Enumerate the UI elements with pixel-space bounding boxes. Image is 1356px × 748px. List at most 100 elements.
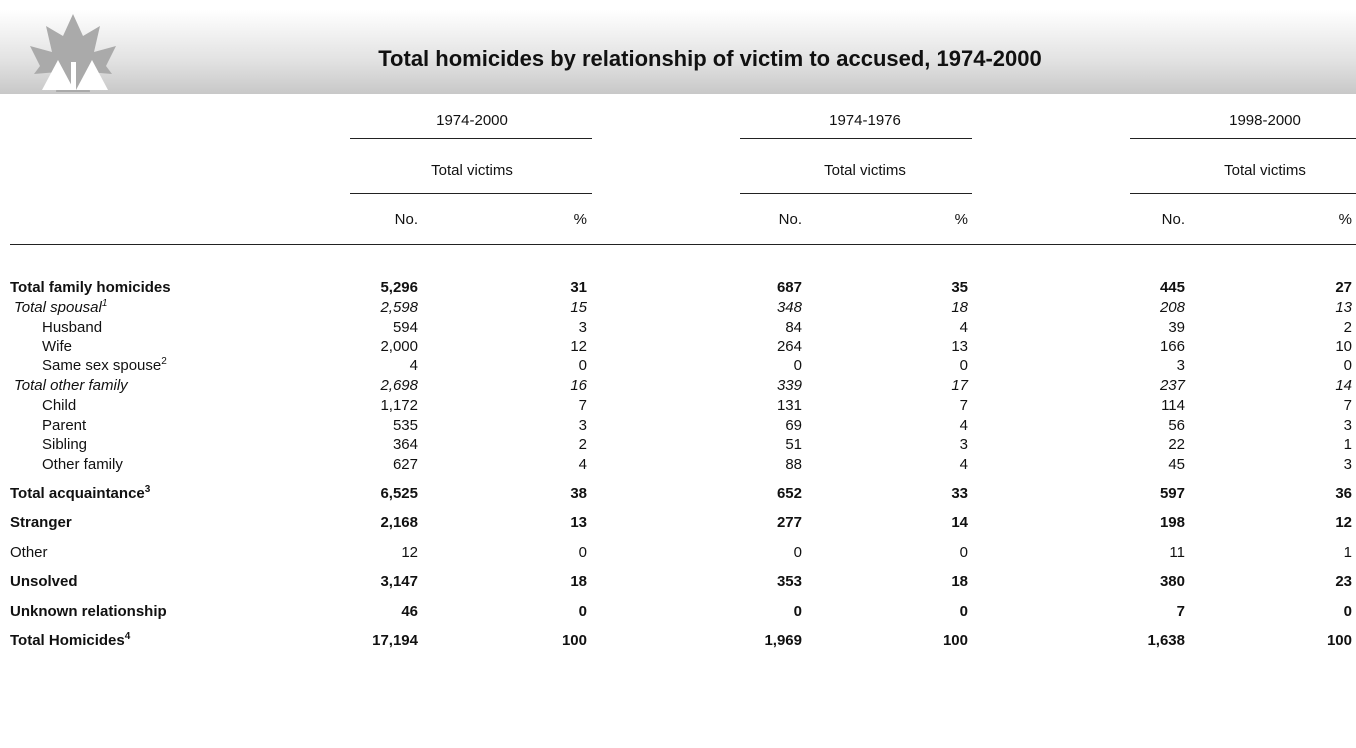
cell: 0 xyxy=(1343,603,1352,620)
row-label: Other xyxy=(10,544,48,562)
cell: 364 xyxy=(392,436,418,453)
row-label: Child xyxy=(42,397,76,415)
cell: 13 xyxy=(570,514,587,531)
label-text: Other xyxy=(10,544,48,561)
column-header: % xyxy=(573,211,587,228)
cell: 0 xyxy=(578,603,587,620)
cell: 0 xyxy=(959,603,968,620)
column-header: No. xyxy=(394,211,418,228)
row-label: Unknown relationship xyxy=(10,603,167,621)
label-text: Unknown relationship xyxy=(10,603,167,620)
cell: 1 xyxy=(1343,544,1352,561)
cell: 39 xyxy=(1168,319,1185,336)
row-label: Total acquaintance3 xyxy=(10,485,150,503)
cell: 12 xyxy=(1335,514,1352,531)
cell: 166 xyxy=(1159,338,1185,355)
column-header: No. xyxy=(778,211,802,228)
label-text: Sibling xyxy=(42,436,88,453)
label-text: Total acquaintance xyxy=(10,485,145,502)
rule xyxy=(1130,138,1356,139)
rule xyxy=(10,244,1356,245)
cell: 36 xyxy=(1335,485,1352,502)
cell: 12 xyxy=(570,338,587,355)
row-label: Total Homicides4 xyxy=(10,632,130,650)
cell: 1,969 xyxy=(764,632,802,649)
cell: 652 xyxy=(776,485,802,502)
cell: 13 xyxy=(1335,299,1352,316)
cell: 687 xyxy=(776,279,802,296)
rule xyxy=(740,138,972,139)
cell: 4 xyxy=(959,319,968,336)
column-header: % xyxy=(954,211,968,228)
cell: 1,172 xyxy=(380,397,418,414)
cell: 0 xyxy=(793,544,802,561)
cell: 353 xyxy=(776,573,802,590)
label-text: Other family xyxy=(42,456,123,473)
rule xyxy=(1130,193,1356,194)
cell: 69 xyxy=(785,417,802,434)
label-text: Unsolved xyxy=(10,573,78,590)
cell: 100 xyxy=(561,632,587,649)
cell: 3,147 xyxy=(380,573,418,590)
footnote-mark: 3 xyxy=(144,484,151,495)
cell: 45 xyxy=(1168,456,1185,473)
subheader: Total victims xyxy=(824,162,906,179)
cell: 18 xyxy=(951,573,968,590)
cell: 198 xyxy=(1159,514,1185,531)
subheader: Total victims xyxy=(1224,162,1306,179)
label-text: Total Homicides xyxy=(10,632,125,649)
rule xyxy=(350,193,592,194)
cell: 4 xyxy=(959,456,968,473)
header-band xyxy=(0,10,1356,94)
period-header: 1974-2000 xyxy=(436,112,508,129)
cell: 2,698 xyxy=(380,377,418,394)
cell: 2,598 xyxy=(380,299,418,316)
cell: 3 xyxy=(1343,456,1352,473)
column-header: % xyxy=(1338,211,1352,228)
cell: 380 xyxy=(1159,573,1185,590)
row-label: Unsolved xyxy=(10,573,78,591)
row-label: Same sex spouse2 xyxy=(42,357,167,375)
cell: 18 xyxy=(951,299,968,316)
rule xyxy=(740,193,972,194)
row-label: Husband xyxy=(42,319,102,337)
cell: 445 xyxy=(1159,279,1185,296)
cell: 0 xyxy=(578,357,587,374)
row-label: Total other family xyxy=(14,377,128,395)
cell: 3 xyxy=(578,417,587,434)
cell: 277 xyxy=(776,514,802,531)
cell: 27 xyxy=(1335,279,1352,296)
cell: 3 xyxy=(1176,357,1185,374)
cell: 2 xyxy=(1343,319,1352,336)
cell: 7 xyxy=(1343,397,1352,414)
cell: 38 xyxy=(570,485,587,502)
cell: 597 xyxy=(1159,485,1185,502)
cell: 0 xyxy=(959,544,968,561)
rule xyxy=(350,138,592,139)
label-text: Same sex spouse xyxy=(42,357,162,374)
cell: 3 xyxy=(1343,417,1352,434)
cell: 0 xyxy=(793,357,802,374)
label-text: Parent xyxy=(42,417,87,434)
cell: 51 xyxy=(785,436,802,453)
footnote-mark: 1 xyxy=(101,298,108,309)
cell: 23 xyxy=(1335,573,1352,590)
cell: 627 xyxy=(392,456,418,473)
row-label: Wife xyxy=(42,338,72,356)
label-text: Wife xyxy=(42,338,72,355)
cell: 535 xyxy=(392,417,418,434)
cell: 5,296 xyxy=(380,279,418,296)
cell: 12 xyxy=(401,544,418,561)
cell: 2 xyxy=(578,436,587,453)
cell: 33 xyxy=(951,485,968,502)
cell: 0 xyxy=(959,357,968,374)
cell: 0 xyxy=(1343,357,1352,374)
cell: 22 xyxy=(1168,436,1185,453)
row-label: Stranger xyxy=(10,514,72,532)
cell: 88 xyxy=(785,456,802,473)
subheader: Total victims xyxy=(431,162,513,179)
cell: 2,000 xyxy=(380,338,418,355)
cell: 16 xyxy=(570,377,587,394)
cell: 208 xyxy=(1159,299,1185,316)
